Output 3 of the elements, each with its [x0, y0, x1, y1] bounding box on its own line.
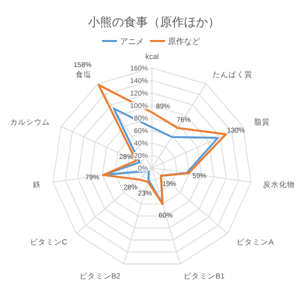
chart-title: 小熊の食事（原作ほか）	[88, 15, 220, 29]
legend-label: 原作など	[168, 37, 200, 46]
legend-label: アニメ	[120, 37, 144, 46]
